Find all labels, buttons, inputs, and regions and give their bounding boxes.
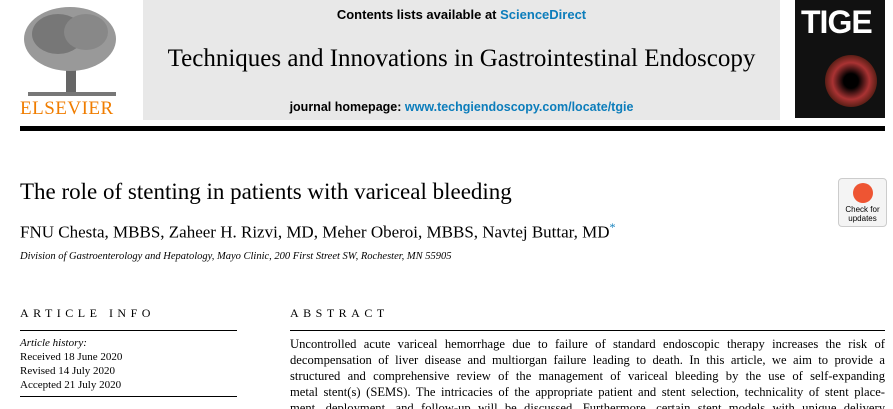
journal-title: Techniques and Innovations in Gastrointe… — [167, 45, 756, 72]
history-date: Received 18 June 2020 — [20, 351, 123, 363]
publisher-logo — [24, 7, 116, 96]
contents-line: Contents lists available at ScienceDirec… — [143, 7, 780, 22]
abstract-line: decompensation of liver disease and mult… — [290, 353, 885, 367]
header-rule — [20, 126, 885, 131]
authors: FNU Chesta, MBBS, Zaheer H. Rizvi, MD, M… — [20, 220, 616, 243]
article-title: The role of stenting in patients with va… — [20, 179, 512, 204]
sciencedirect-link[interactable]: ScienceDirect — [500, 7, 587, 22]
abstract-heading: ABSTRACT — [290, 306, 389, 320]
journal-cover: TIGE — [795, 0, 885, 118]
badge-text: Check for — [845, 205, 880, 214]
homepage-line: journal homepage: www.techgiendoscopy.co… — [143, 100, 780, 114]
homepage-prefix: journal homepage: — [289, 100, 402, 114]
cover-title: TIGE — [801, 4, 873, 40]
check-updates-badge[interactable]: Check for updates — [838, 178, 887, 227]
cover-image — [825, 55, 877, 107]
homepage-link[interactable]: www.techgiendoscopy.com/locate/tgie — [404, 100, 634, 114]
journal-box — [143, 0, 780, 120]
history-date: Accepted 21 July 2020 — [20, 379, 122, 391]
rule — [20, 330, 237, 331]
badge-text: updates — [848, 214, 877, 223]
abstract-line: ment, deployment, and follow-up will be … — [290, 401, 885, 409]
badge-icon — [852, 183, 873, 203]
abstract-line: Uncontrolled acute variceal hemorrhage d… — [290, 337, 885, 351]
abstract-line: metal stent(s) (SEMS). The intricacies o… — [290, 385, 885, 399]
history-date: Revised 14 July 2020 — [20, 365, 116, 377]
abstract-line: structured and comprehensive review of t… — [290, 369, 885, 383]
contents-prefix: Contents lists available at — [336, 7, 497, 22]
author-list: FNU Chesta, MBBS, Zaheer H. Rizvi, MD, M… — [20, 222, 610, 242]
history-label: Article history: — [20, 337, 87, 349]
affiliation: Division of Gastroenterology and Hepatol… — [20, 251, 452, 262]
rule — [20, 396, 237, 397]
rule — [290, 330, 885, 331]
corresponding-mark[interactable]: * — [609, 220, 616, 234]
publisher-name: ELSEVIER — [20, 98, 114, 119]
article-info-heading: ARTICLE INFO — [20, 306, 155, 320]
